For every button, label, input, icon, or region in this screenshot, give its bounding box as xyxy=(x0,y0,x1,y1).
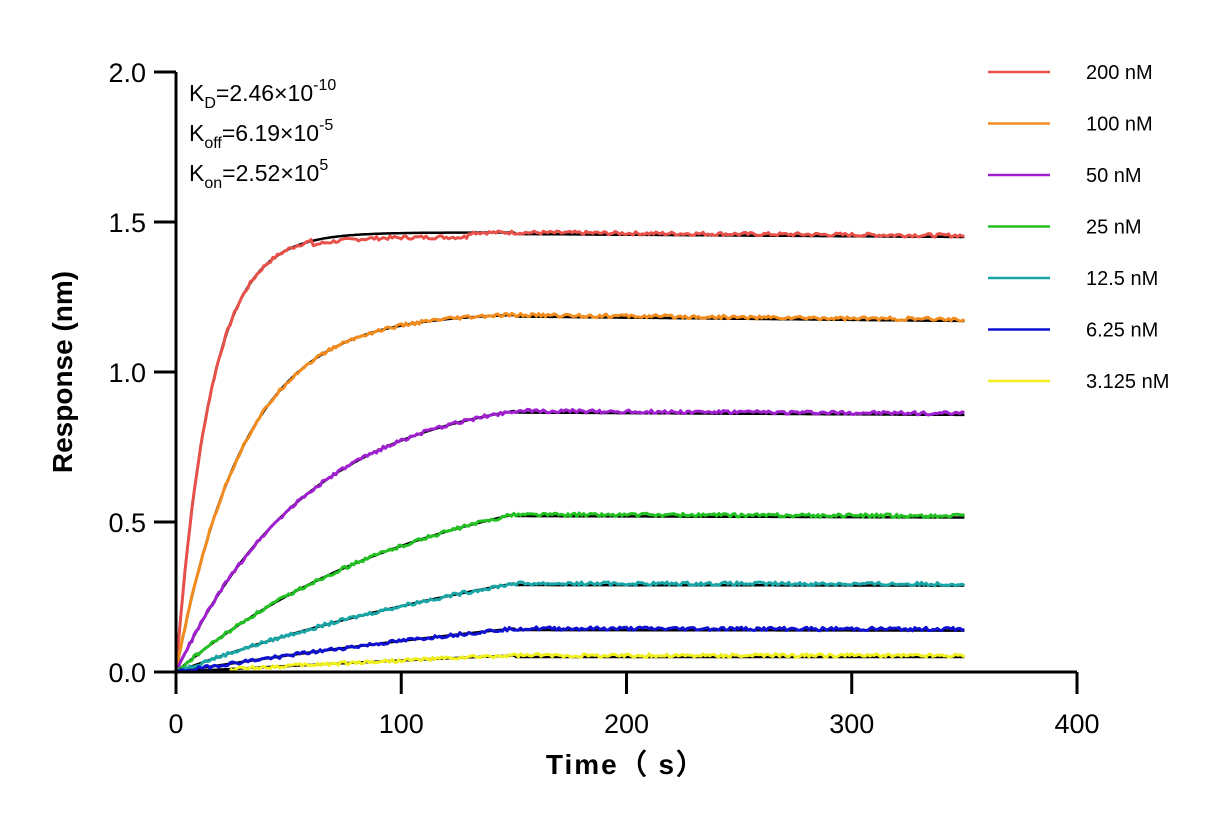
y-ticks: 0.0 0.5 1.0 1.5 2.0 xyxy=(108,58,176,688)
y-tick-label: 1.0 xyxy=(108,358,146,388)
y-tick-label: 1.5 xyxy=(108,208,146,238)
constant-value: =6.19×10 xyxy=(222,120,319,146)
constant-base: K xyxy=(189,160,205,186)
legend-item: 50 nM xyxy=(988,165,1142,187)
constant-subscript: off xyxy=(204,135,222,152)
x-axis-title: Time（ s） xyxy=(546,748,706,780)
kinetic-constant: Koff=6.19×10-5 xyxy=(189,117,333,152)
kinetic-constant: KD=2.46×10-10 xyxy=(189,77,336,112)
y-tick-label: 2.0 xyxy=(108,58,146,88)
constant-value: =2.52×10 xyxy=(222,160,319,186)
axes: 0 100 200 300 400 0.0 0.5 1.0 1.5 2.0 xyxy=(108,58,1099,739)
legend-label: 12.5 nM xyxy=(1086,268,1158,290)
series-line xyxy=(174,229,965,673)
legend-label: 200 nM xyxy=(1086,62,1153,84)
y-tick-label: 0.0 xyxy=(108,658,146,688)
legend-label: 6.25 nM xyxy=(1086,320,1158,342)
constant-exponent: -5 xyxy=(319,117,333,134)
y-axis-title: Response (nm) xyxy=(47,271,78,473)
x-ticks: 0 100 200 300 400 xyxy=(168,672,1100,739)
legend-label: 100 nM xyxy=(1086,114,1153,136)
legend-item: 200 nM xyxy=(988,62,1153,84)
y-tick-label: 0.5 xyxy=(108,508,146,538)
constant-exponent: 5 xyxy=(319,157,328,174)
constant-base: K xyxy=(189,80,205,106)
legend-item: 6.25 nM xyxy=(988,320,1158,342)
x-tick-label: 400 xyxy=(1054,709,1099,739)
fit-line xyxy=(174,231,965,673)
series-line xyxy=(174,311,966,673)
series-line xyxy=(175,580,966,674)
constant-subscript: on xyxy=(204,175,222,192)
series-line xyxy=(174,407,965,673)
series-line xyxy=(174,511,965,673)
x-tick-label: 300 xyxy=(829,709,874,739)
x-tick-label: 200 xyxy=(604,709,649,739)
legend-label: 3.125 nM xyxy=(1086,371,1169,393)
series-line xyxy=(175,625,965,673)
constant-value: =2.46×10 xyxy=(216,80,313,106)
x-tick-label: 0 xyxy=(168,709,183,739)
constant-exponent: -10 xyxy=(313,77,336,94)
legend: 200 nM 100 nM 50 nM 25 nM 12.5 nM 6.25 nM 3.12… xyxy=(988,62,1169,393)
constant-base: K xyxy=(189,120,205,146)
response-series xyxy=(174,229,966,674)
legend-label: 25 nM xyxy=(1086,217,1142,239)
legend-label: 50 nM xyxy=(1086,165,1142,187)
fit-line xyxy=(174,313,965,673)
legend-item: 3.125 nM xyxy=(988,371,1169,393)
legend-item: 100 nM xyxy=(988,114,1153,136)
constant-subscript: D xyxy=(204,95,216,112)
legend-item: 25 nM xyxy=(988,217,1142,239)
series-line xyxy=(229,652,966,672)
kinetic-constant: Kon=2.52×105 xyxy=(189,157,328,192)
x-tick-label: 100 xyxy=(379,709,424,739)
fit-curves xyxy=(174,231,965,674)
legend-item: 12.5 nM xyxy=(988,268,1158,290)
